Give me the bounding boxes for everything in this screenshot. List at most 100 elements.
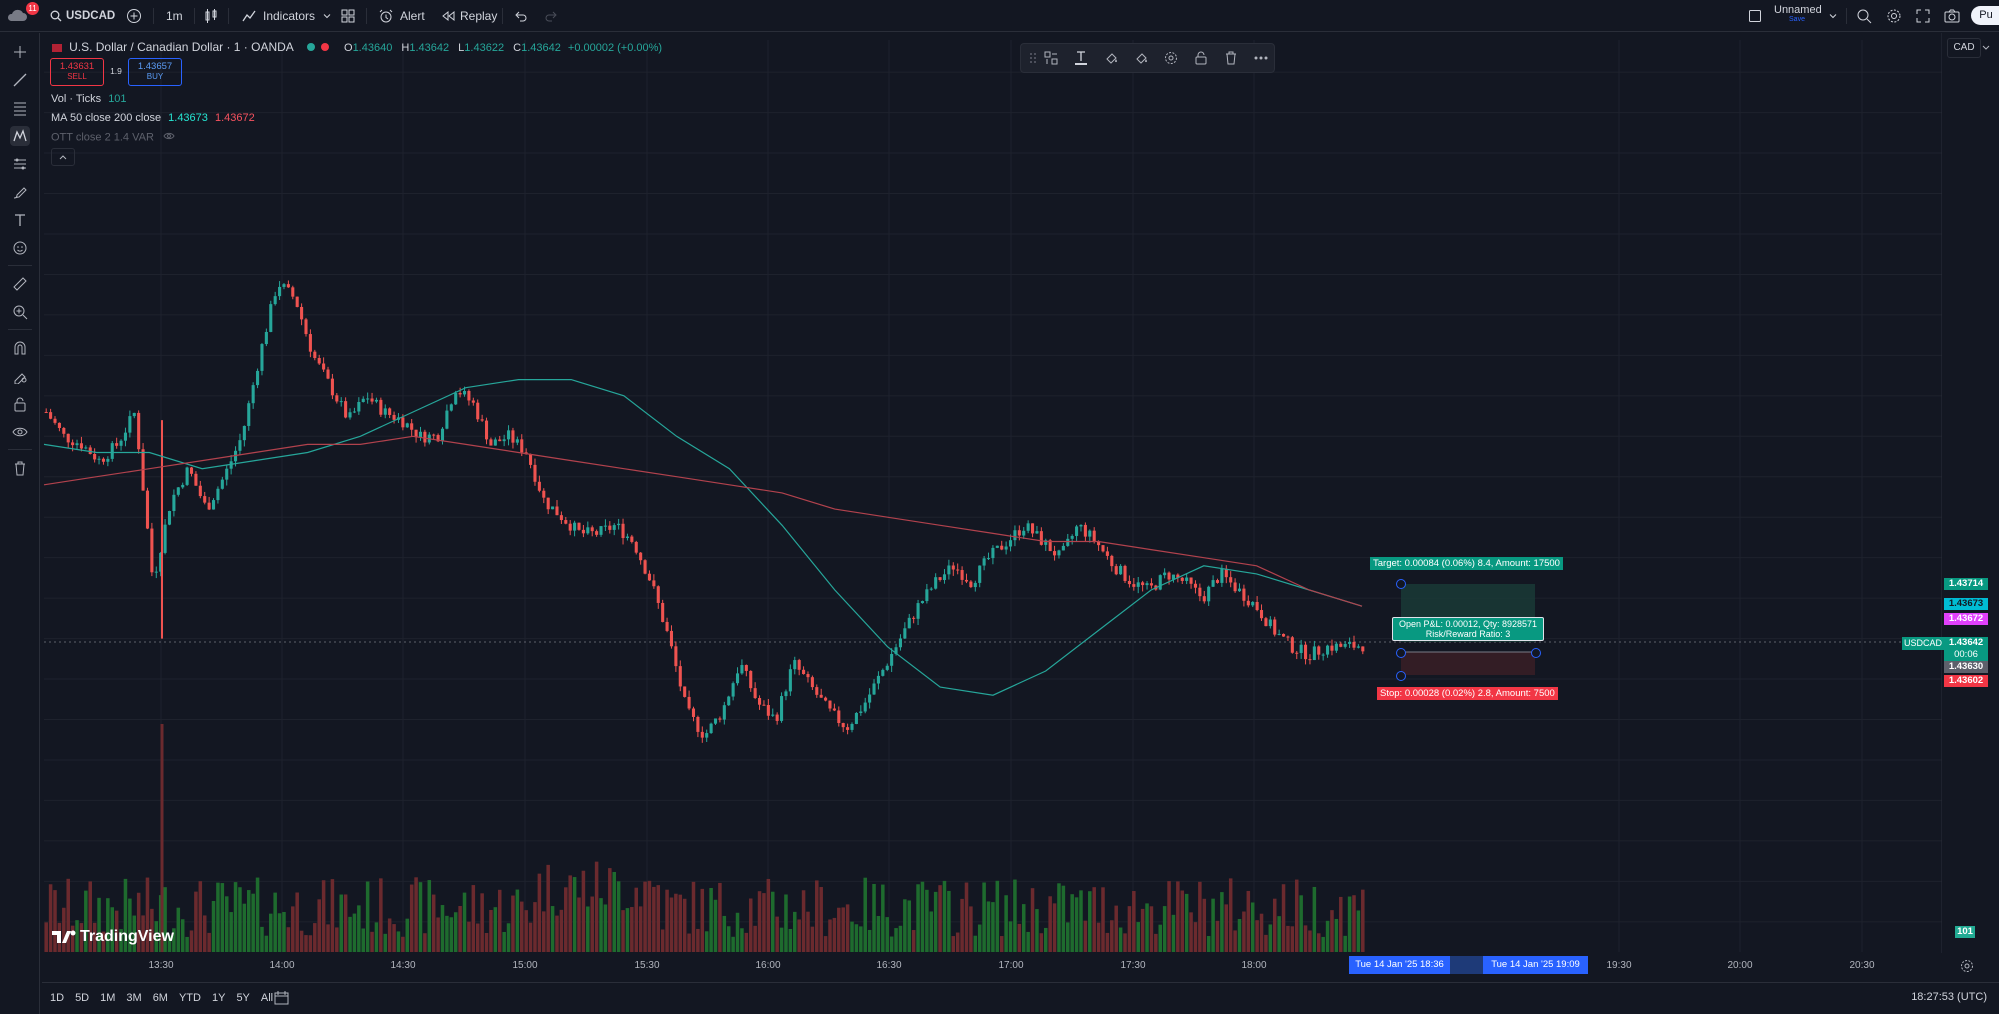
stop-handle[interactable] — [1396, 671, 1406, 681]
range-button-5d[interactable]: 5D — [75, 992, 90, 1004]
more-icon[interactable] — [1253, 50, 1269, 66]
drag-handle-icon[interactable] — [1025, 50, 1041, 66]
candles-style-icon[interactable] — [203, 0, 219, 32]
layout-name-button[interactable]: Unnamed Save — [1774, 4, 1822, 23]
price-chart[interactable]: 1.443501.443001.442501.442001.441501.441… — [42, 33, 1942, 981]
target-price-tag: 1.43714 — [1944, 578, 1988, 590]
volume-bar — [1145, 903, 1149, 952]
width-handle[interactable] — [1531, 648, 1541, 658]
settings-icon[interactable] — [1163, 50, 1179, 66]
volume-bar — [321, 880, 326, 952]
lock-drawing-icon[interactable] — [10, 366, 30, 386]
candle-body — [762, 704, 766, 706]
trend-line-icon[interactable] — [10, 70, 30, 90]
volume-bar — [1180, 890, 1185, 952]
lock-icon[interactable] — [1193, 50, 1209, 66]
instrument-title[interactable]: U.S. Dollar / Canadian Dollar · 1 · OAND… — [69, 40, 294, 54]
range-button-1y[interactable]: 1Y — [211, 992, 226, 1004]
templates-icon[interactable] — [1043, 50, 1059, 66]
range-button-ytd[interactable]: YTD — [178, 992, 201, 1004]
text-style-icon[interactable] — [1073, 50, 1089, 66]
candle-body — [1281, 633, 1286, 637]
date-range-icon[interactable] — [274, 991, 290, 1008]
line-color-icon[interactable] — [1133, 50, 1149, 66]
sell-button[interactable]: 1.43631 SELL — [50, 58, 104, 86]
quick-search-icon[interactable] — [1856, 0, 1872, 32]
crosshair-icon[interactable] — [10, 42, 30, 62]
pnl-label-box[interactable]: Open P&L: 0.00012, Qty: 8928571 Risk/Rew… — [1392, 617, 1544, 641]
forecast-icon[interactable] — [10, 154, 30, 174]
zoom-in-icon[interactable] — [10, 302, 30, 322]
fill-color-icon[interactable] — [1103, 50, 1119, 66]
eye-off-icon[interactable] — [163, 131, 175, 144]
candle-body — [982, 558, 986, 566]
ott-legend[interactable]: OTT close 2 1.4 VAR — [51, 131, 175, 144]
emoji-icon[interactable] — [10, 238, 30, 258]
patterns-icon[interactable] — [10, 126, 30, 146]
range-button-3m[interactable]: 3M — [126, 992, 142, 1004]
volume-bar — [110, 907, 115, 952]
volume-bar — [982, 882, 986, 952]
undo-icon[interactable] — [514, 0, 528, 32]
target-handle[interactable] — [1396, 579, 1406, 589]
time-axis[interactable]: 13:30 14:00 14:30 15:00 15:30 16:00 16:30 17:00… — [42, 955, 1942, 977]
volume-bar — [1334, 918, 1339, 952]
volume-bar — [1193, 922, 1198, 952]
candle-body — [1308, 659, 1312, 661]
ma-legend[interactable]: MA 50 close 200 close 1.43673 1.43672 — [51, 112, 255, 124]
chevron-down-icon[interactable] — [1982, 40, 1990, 54]
collapse-legend-button[interactable] — [51, 148, 75, 166]
templates-grid-icon[interactable] — [340, 0, 356, 32]
volume-bar — [1206, 936, 1211, 952]
candle-body — [97, 458, 101, 460]
brush-icon[interactable] — [10, 182, 30, 202]
buy-button[interactable]: 1.43657 BUY — [128, 58, 182, 86]
notification-badge[interactable]: 11 — [26, 2, 39, 15]
volume-bar — [1303, 925, 1308, 952]
camera-icon[interactable] — [1944, 0, 1960, 32]
redo-icon[interactable] — [544, 0, 558, 32]
layout-square-icon[interactable] — [1748, 0, 1762, 32]
chevron-down-icon[interactable] — [322, 0, 332, 32]
magnet-icon[interactable] — [10, 338, 30, 358]
candle-body — [1198, 587, 1202, 597]
lock-icon[interactable] — [10, 394, 30, 414]
chevron-down-icon[interactable] — [1828, 0, 1838, 32]
candle-body — [326, 369, 330, 379]
stop-label[interactable]: Stop: 0.00028 (0.02%) 2.8, Amount: 7500 — [1377, 687, 1558, 700]
replay-button[interactable]: Replay — [440, 0, 497, 32]
range-button-1d[interactable]: 1D — [50, 992, 65, 1004]
settings-gear-icon[interactable] — [1886, 0, 1902, 32]
range-button-5y[interactable]: 5Y — [236, 992, 250, 1004]
eye-icon[interactable] — [10, 422, 30, 442]
entry-handle[interactable] — [1396, 648, 1406, 658]
range-button-6m[interactable]: 6M — [152, 992, 168, 1004]
fib-retracement-icon[interactable] — [10, 98, 30, 118]
currency-button[interactable]: CAD — [1947, 38, 1981, 58]
volume-bar — [669, 897, 674, 952]
fullscreen-icon[interactable] — [1916, 0, 1930, 32]
compare-symbol-button[interactable] — [126, 0, 142, 32]
candle-body — [1321, 654, 1325, 656]
publish-button[interactable]: Pu — [1971, 6, 1999, 25]
cloud-logo-icon[interactable] — [6, 0, 28, 32]
interval-button[interactable]: 1m — [166, 9, 183, 23]
symbol-search-button[interactable]: USDCAD — [50, 0, 115, 32]
utc-clock[interactable]: 18:27:53 (UTC) — [1911, 991, 1987, 1003]
trash-icon[interactable] — [1223, 50, 1239, 66]
alert-button[interactable]: Alert — [378, 0, 425, 32]
candle-body — [595, 531, 599, 535]
volume-bar — [1211, 898, 1215, 952]
candle-body — [1132, 584, 1136, 587]
volume-bar — [396, 931, 401, 952]
volume-legend[interactable]: Vol · Ticks 101 — [51, 93, 127, 105]
trash-icon[interactable] — [10, 458, 30, 478]
range-button-all[interactable]: All — [260, 992, 274, 1004]
target-label[interactable]: Target: 0.00084 (0.06%) 8.4, Amount: 175… — [1370, 557, 1563, 570]
indicators-button[interactable]: Indicators — [241, 0, 315, 32]
range-button-1m[interactable]: 1M — [100, 992, 116, 1004]
ruler-icon[interactable] — [10, 274, 30, 294]
axis-settings-icon[interactable] — [1960, 959, 1974, 976]
candle-body — [890, 654, 894, 666]
text-icon[interactable] — [10, 210, 30, 230]
